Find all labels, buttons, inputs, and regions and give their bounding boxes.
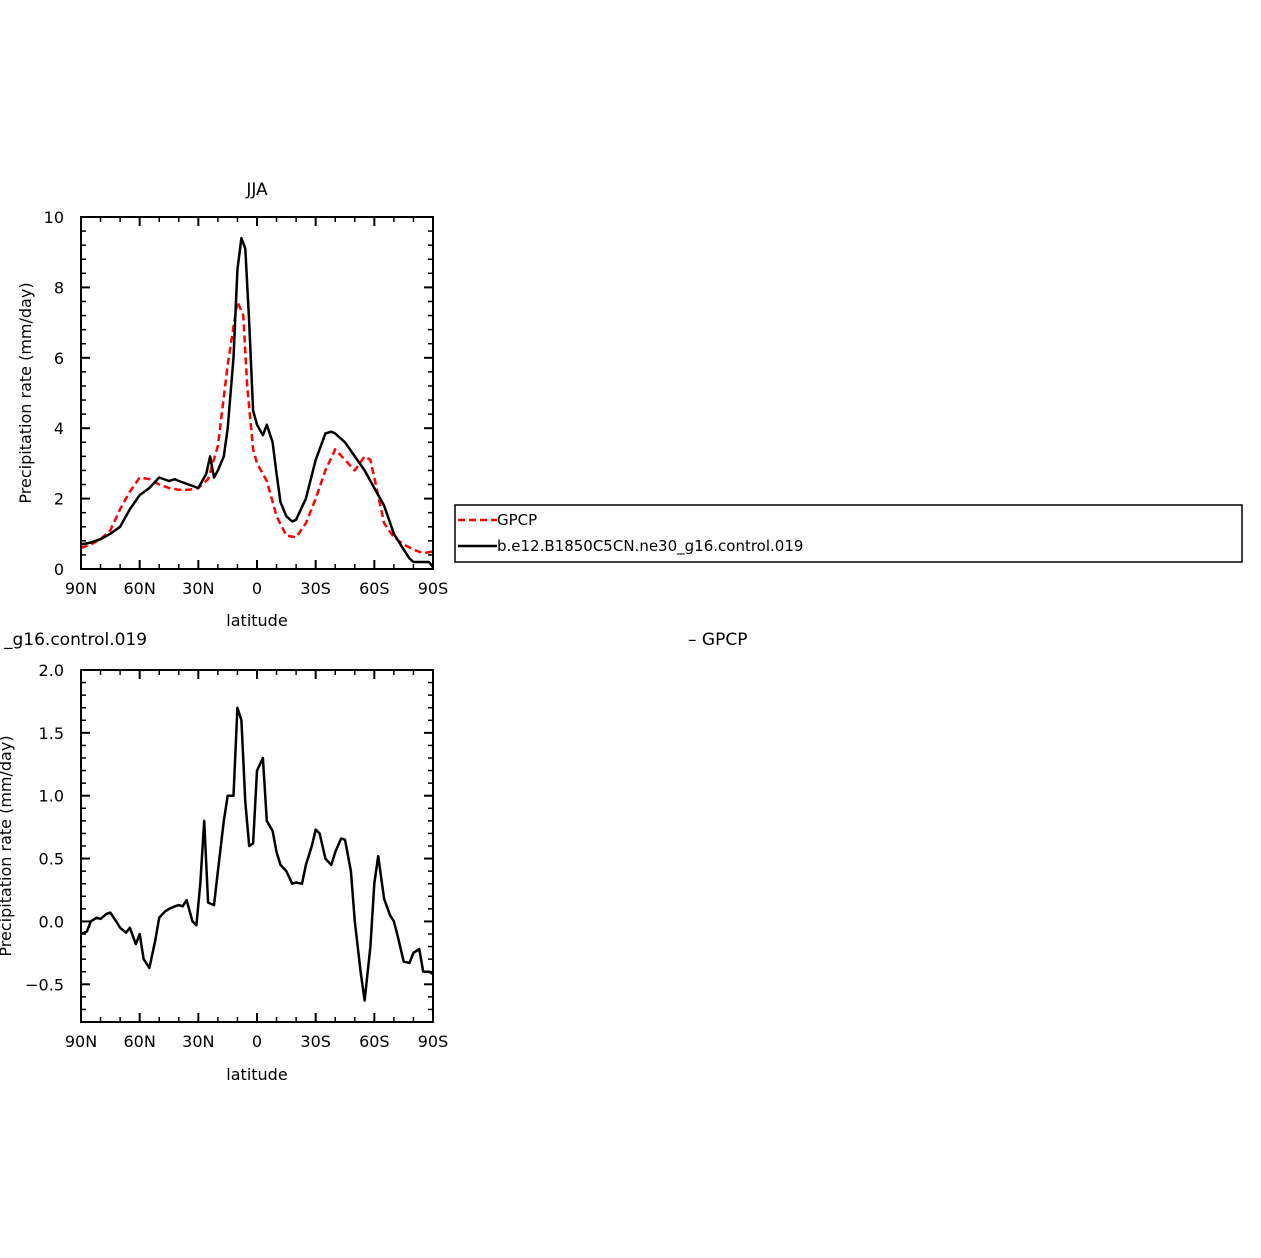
- top-y-tick-label: 10: [44, 208, 64, 227]
- bottom-y-tick-label: 2.0: [39, 661, 64, 680]
- bottom-x-tick-label: 30S: [300, 1032, 331, 1051]
- top-x-tick-label: 60N: [124, 579, 156, 598]
- top-y-tick-label: 8: [54, 278, 64, 297]
- top-x-tick-label: 30S: [300, 579, 331, 598]
- legend-entry-gpcp: GPCP: [497, 511, 537, 529]
- top-plot-title: JJA: [245, 180, 268, 200]
- top-x-tick-label: 30N: [182, 579, 214, 598]
- bottom-x-tick-label: 90S: [418, 1032, 449, 1051]
- legend-entry-model: b.e12.B1850C5CN.ne30_g16.control.019: [497, 537, 803, 556]
- top-x-axis-label: latitude: [226, 611, 287, 630]
- top-y-tick-label: 0: [54, 560, 64, 579]
- bottom-x-tick-label: 60N: [124, 1032, 156, 1051]
- top-y-tick-label: 2: [54, 490, 64, 509]
- top-y-axis-label: Precipitation rate (mm/day): [16, 282, 35, 503]
- bottom-y-tick-label: 0.0: [39, 912, 64, 931]
- legend-box: [454, 504, 1243, 563]
- bottom-x-tick-label: 30N: [182, 1032, 214, 1051]
- top-x-tick-label: 90N: [65, 579, 97, 598]
- bottom-plot-title-left: _g16.control.019: [3, 630, 147, 650]
- bottom-y-tick-label: −0.5: [25, 975, 64, 994]
- top-plot-frame: [80, 216, 434, 570]
- bottom-x-tick-label: 90N: [65, 1032, 97, 1051]
- top-series-line-0: [80, 300, 434, 555]
- bottom-x-tick-label: 60S: [359, 1032, 390, 1051]
- top-x-tick-label: 0: [252, 579, 262, 598]
- top-x-tick-label: 60S: [359, 579, 390, 598]
- top-y-tick-label: 4: [54, 419, 64, 438]
- bottom-x-axis-label: latitude: [226, 1065, 287, 1084]
- bottom-y-tick-label: 1.0: [39, 787, 64, 806]
- bottom-y-tick-label: 0.5: [39, 850, 64, 869]
- bottom-series-line-0: [80, 706, 434, 1002]
- bottom-plot-title-right: – GPCP: [688, 630, 747, 650]
- bottom-panel: _g16.control.019 – GPCP 90N 60N 30N 0 30S 60S…: [0, 630, 747, 1084]
- top-y-tick-label: 6: [54, 349, 64, 368]
- bottom-plot-frame: [80, 669, 434, 1023]
- bottom-y-tick-label: 1.5: [39, 724, 64, 743]
- bottom-x-tick-label: 0: [252, 1032, 262, 1051]
- top-x-tick-label: 90S: [418, 579, 449, 598]
- legend: GPCP b.e12.B1850C5CN.ne30_g16.control.01…: [454, 504, 1243, 563]
- top-series-line-1: [80, 236, 435, 568]
- bottom-y-axis-label: Precipitation rate (mm/day): [0, 735, 15, 956]
